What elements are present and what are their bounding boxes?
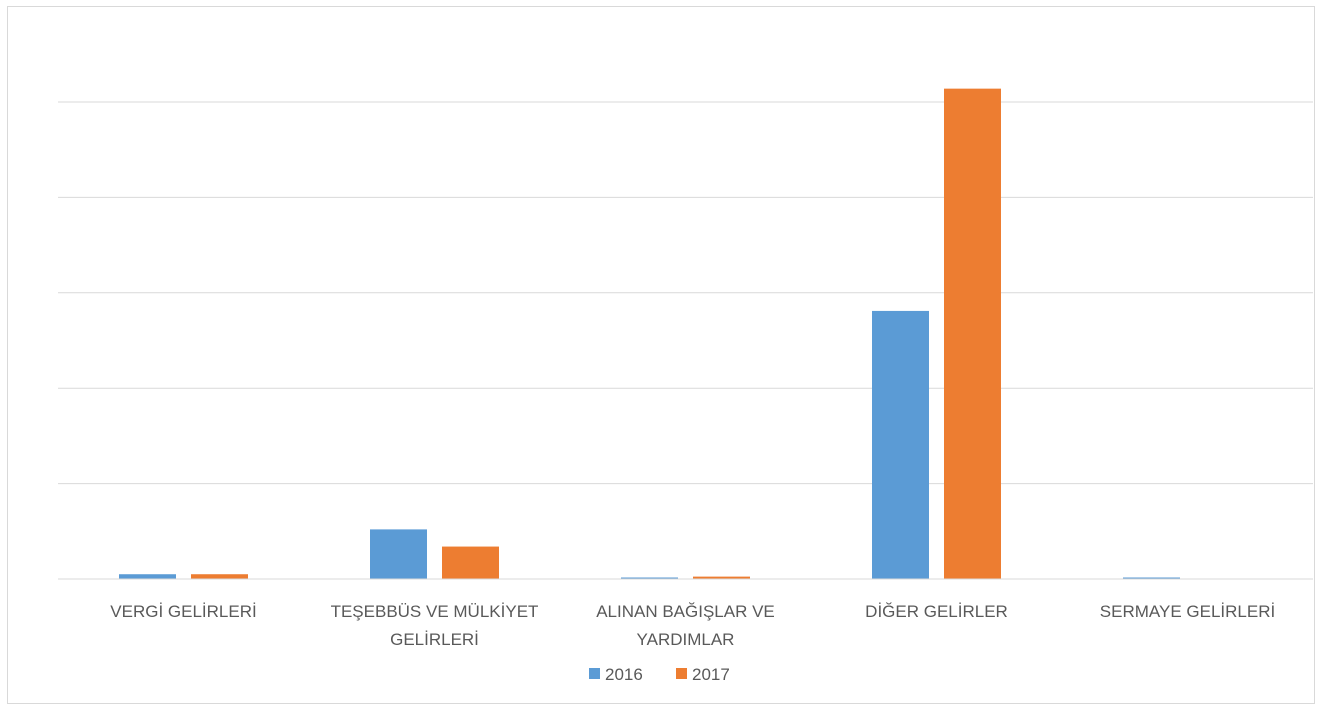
- bar-2017-3: [944, 88, 1001, 580]
- x-tick-label: TEŞEBBÜS VE MÜLKİYET GELİRLERİ: [331, 602, 539, 649]
- bar-2016-4: [1123, 577, 1180, 579]
- x-tick-label: SERMAYE GELİRLERİ: [1100, 602, 1275, 621]
- legend-label-2017: 2017: [692, 665, 730, 684]
- x-tick-label: ALINAN BAĞIŞLAR VE YARDIMLAR: [596, 602, 775, 649]
- legend: 2016 2017: [589, 665, 730, 684]
- x-tick-label: DİĞER GELİRLER: [865, 602, 1008, 621]
- gridlines: [58, 101, 1313, 485]
- legend-swatch-2016: [589, 668, 600, 679]
- bar-2017-0: [191, 574, 248, 579]
- x-axis-tick-labels: VERGİ GELİRLERİ TEŞEBBÜS VE MÜLKİYET GELİR…: [110, 602, 1275, 649]
- legend-swatch-2017: [676, 668, 687, 679]
- bars: [119, 88, 1180, 580]
- bar-2016-0: [119, 574, 176, 579]
- bar-2017-1: [442, 546, 499, 579]
- legend-label-2016: 2016: [605, 665, 643, 684]
- bar-2016-2: [621, 577, 678, 579]
- x-tick-label: VERGİ GELİRLERİ: [110, 602, 256, 621]
- chart-frame: [7, 6, 1315, 704]
- bar-2016-3: [872, 310, 929, 579]
- bar-2017-2: [693, 576, 750, 579]
- bar-2016-1: [370, 529, 427, 579]
